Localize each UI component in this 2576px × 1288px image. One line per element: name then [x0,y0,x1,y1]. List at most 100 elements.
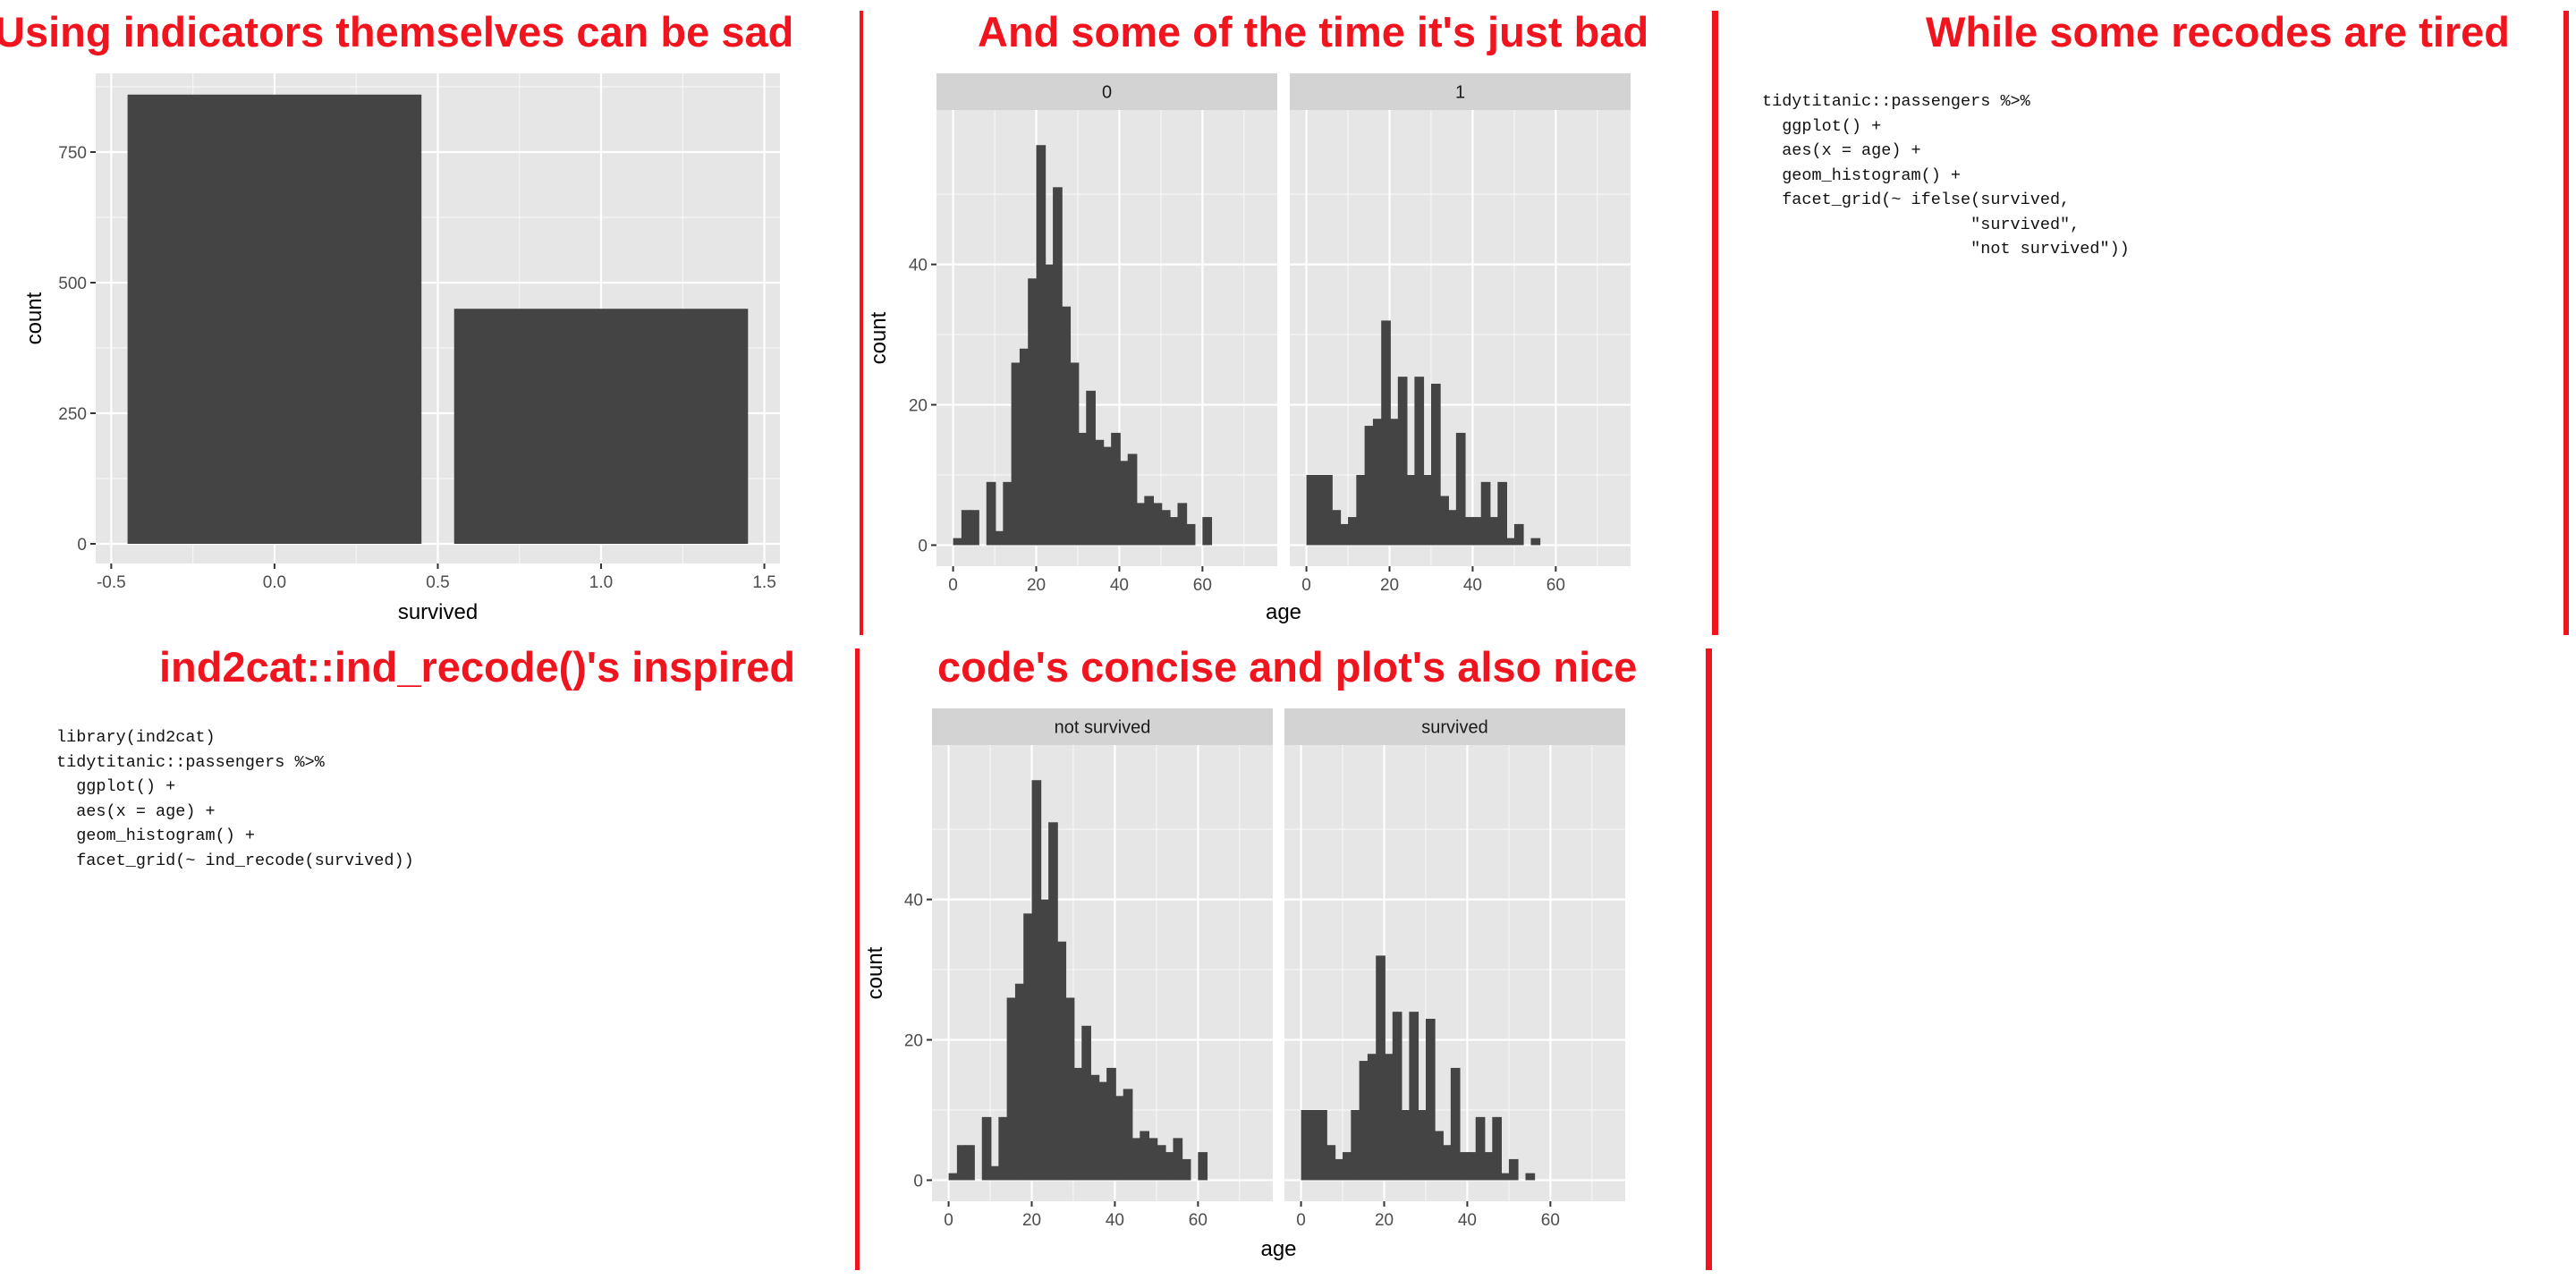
histogram-bar [1094,439,1105,546]
histogram-bar [1177,503,1188,546]
histogram-bar [1359,1061,1369,1181]
histogram-bar [965,1145,975,1181]
histogram-bar [1450,1067,1461,1181]
histogram-bar [1464,517,1474,546]
histogram-bar [1497,481,1508,546]
x-axis-label: age [1260,1237,1296,1261]
y-axis-label: count [867,311,891,364]
histogram-bar [1367,1054,1377,1181]
histogram-bar [1505,538,1516,546]
x-tick-label: 60 [1541,1211,1560,1230]
histogram-bar [1102,446,1113,546]
histogram-bar [1053,187,1063,546]
histogram-bar [1513,523,1524,546]
histogram-bar [1492,1116,1503,1181]
histogram-bar [1028,278,1038,546]
histogram-bar [1430,384,1441,546]
facet-strip-label: survived [1421,718,1487,738]
histogram-bar [1334,1158,1344,1181]
heading-concise-nice: code's concise and plot's also nice [937,643,1638,691]
histogram-bar [1472,517,1483,546]
histogram-bar [1123,1089,1133,1181]
histogram-bar [1048,822,1058,1181]
histogram-bar [1056,941,1067,1181]
histogram-bar [1119,461,1130,546]
histogram-bar [1072,1067,1083,1181]
histogram-bar [1417,1110,1428,1181]
histogram-bar [1475,1116,1486,1181]
x-tick-label: 0 [948,576,958,595]
histogram-bar [1384,1054,1394,1181]
histogram-bar [1343,1152,1352,1181]
facet-strip [1284,708,1625,745]
x-tick-label: 0 [1301,576,1311,595]
histogram-bar [1148,1138,1158,1181]
histogram-bar [1422,475,1433,546]
histogram-bar [1480,481,1491,546]
divider-line [1712,11,1718,635]
y-tick-label: 20 [904,1032,923,1051]
x-tick-label: 60 [1193,576,1212,595]
histogram-bar [1106,1067,1116,1181]
histogram-bar [990,1165,1000,1181]
y-axis-label: count [863,946,887,999]
histogram-bar [1467,1152,1478,1181]
x-tick-label: 40 [1106,1211,1124,1230]
x-tick-label: -0.5 [97,573,126,592]
histogram-bar [1019,348,1030,546]
histogram-bar [1165,1152,1174,1181]
histogram-bar [1372,419,1383,546]
histogram-bar [1381,320,1391,546]
divider-line [2563,11,2569,635]
histogram-bar [1500,1173,1511,1181]
facet-strip [932,708,1273,745]
heading-recodes-tired: While some recodes are tired [1926,8,2511,55]
histogram-bar [1039,899,1050,1181]
histogram-bar [1364,426,1375,546]
histogram-bar [1061,306,1072,546]
heading-just-bad: And some of the time it's just bad [978,8,1649,55]
histogram-bar [1114,1096,1125,1181]
facet-strip [936,73,1277,110]
histogram-bar [1136,503,1146,546]
histogram-bar [1160,510,1171,546]
histogram-bar [1401,1110,1411,1181]
histogram-bar [1508,1158,1519,1181]
y-tick-label: 40 [909,257,928,275]
histogram-bar [1156,1145,1166,1181]
histogram-bar [1202,517,1213,546]
histogram-bar [1173,1138,1183,1181]
histogram-facet-labeled: not survived 0 20 40 60 survived 0 20 40 60 0 20 40 a… [863,708,1625,1261]
histogram-bar [961,510,971,546]
histogram-bar [1111,432,1121,546]
histogram-bar [1077,432,1088,546]
histogram-bar [1530,538,1541,546]
facet-strip-label: 1 [1455,83,1465,103]
code-block-inspired: library(ind2cat) tidytitanic::passengers… [56,728,414,870]
histogram-bar [1181,1158,1191,1181]
y-tick-label: 750 [58,144,87,163]
histogram-bar [1003,481,1013,546]
histogram-bar [1014,983,1025,1181]
histogram-bar [1131,1138,1141,1181]
x-axis-label: age [1266,600,1301,624]
histogram-bar [1525,1173,1536,1181]
x-tick-label: 40 [1458,1211,1477,1230]
histogram-bar [1459,1152,1469,1181]
histogram-bar [1198,1152,1208,1181]
histogram-bar [1439,496,1449,546]
histogram-bar [1326,1145,1336,1181]
histogram-bar [1089,1074,1100,1181]
y-tick-label: 0 [77,536,87,555]
histogram-bar [1144,496,1155,546]
histogram-bar [1484,1152,1494,1181]
histogram-bar [1351,1110,1361,1181]
histogram-bar [1323,475,1333,546]
histogram-bar [1185,523,1196,546]
x-tick-label: 40 [1110,576,1129,595]
y-tick-label: 0 [918,537,928,555]
histogram-bar [956,1145,967,1181]
x-tick-label: 20 [1022,1211,1041,1230]
histogram-bar [953,538,963,546]
histogram-bar [1036,145,1046,546]
